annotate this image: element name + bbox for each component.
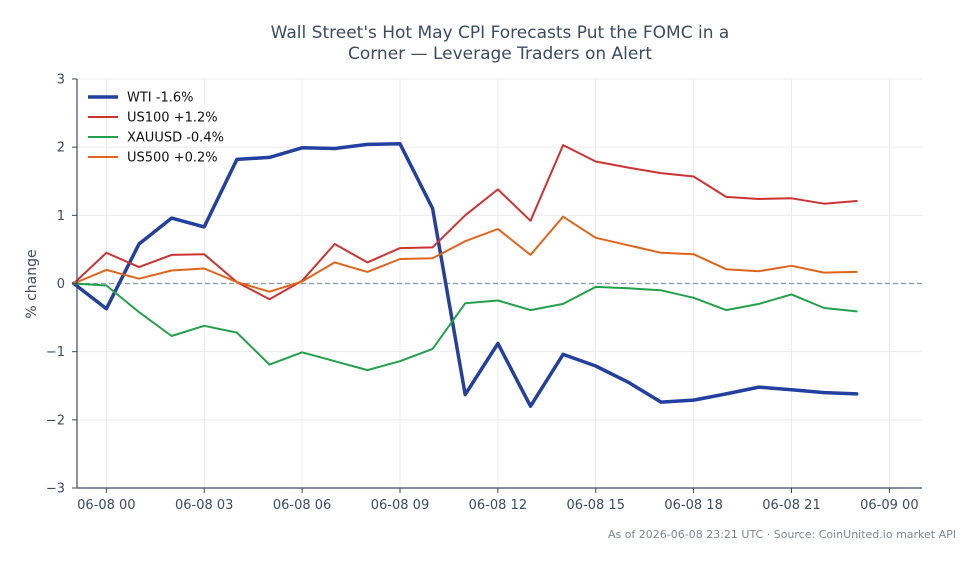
- y-tick-label-2: 1: [57, 209, 65, 224]
- chart-title: Wall Street's Hot May CPI Forecasts Put …: [271, 23, 730, 64]
- x-tick-label-6: 06-08 18: [664, 498, 722, 513]
- x-tick-label-5: 06-08 15: [567, 498, 625, 513]
- x-tick-label-8: 06-09 00: [860, 498, 918, 513]
- y-axis-label: % change: [24, 249, 40, 318]
- y-tick-label-3: 0: [57, 277, 65, 292]
- chart-title-line-2: Corner — Leverage Traders on Alert: [348, 44, 652, 64]
- x-axis-ticks: 06-08 00 06-08 03 06-08 06 06-08 09 06-08 12…: [77, 488, 919, 513]
- legend-label-0: WTI -1.6%: [127, 91, 193, 106]
- source-footer: As of 2026-06-08 23:21 UTC · Source: Coi…: [608, 528, 956, 541]
- y-axis-ticks: 3 2 1 0 −1 −2 −3: [46, 73, 77, 497]
- legend-label-1: US100 +1.2%: [127, 111, 218, 126]
- y-tick-label-1: 2: [57, 141, 65, 156]
- y-tick-label-6: −3: [46, 482, 65, 497]
- series-line-0: [71, 142, 859, 408]
- x-tick-label-0: 06-08 00: [77, 498, 135, 513]
- series-lines: [71, 142, 859, 408]
- y-tick-label-0: 3: [57, 73, 65, 88]
- x-tick-label-1: 06-08 03: [175, 498, 233, 513]
- x-tick-label-2: 06-08 06: [273, 498, 331, 513]
- x-tick-label-7: 06-08 21: [762, 498, 820, 513]
- x-tick-label-3: 06-08 09: [371, 498, 429, 513]
- legend-label-3: US500 +0.2%: [127, 151, 218, 166]
- series-line-1: [72, 144, 858, 301]
- y-tick-label-4: −1: [46, 345, 65, 360]
- series-line-3: [72, 215, 858, 293]
- series-line-2: [72, 282, 858, 372]
- y-tick-label-5: −2: [46, 413, 65, 428]
- x-tick-label-4: 06-08 12: [469, 498, 527, 513]
- legend-label-2: XAUUSD -0.4%: [127, 131, 224, 146]
- legend: WTI -1.6% US100 +1.2% XAUUSD -0.4% US500 +0…: [88, 91, 224, 166]
- chart-title-line-1: Wall Street's Hot May CPI Forecasts Put …: [271, 23, 730, 43]
